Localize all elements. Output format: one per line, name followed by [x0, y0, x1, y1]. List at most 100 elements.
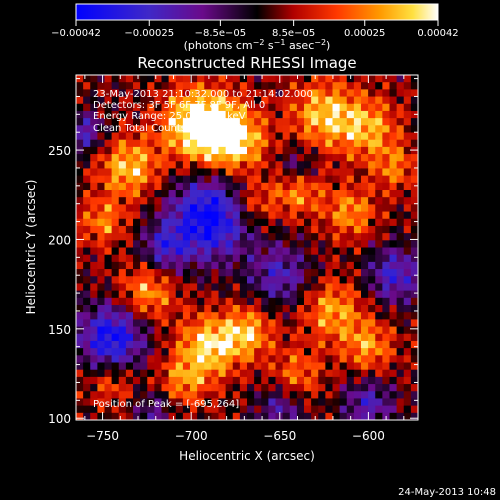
heatmap-cell	[225, 204, 234, 212]
heatmap-cell	[182, 355, 191, 363]
heatmap-cell	[190, 233, 198, 241]
heatmap-cell	[403, 290, 412, 299]
heatmap-cell	[76, 398, 84, 407]
heatmap-cell	[261, 139, 269, 148]
heatmap-cell	[410, 305, 418, 313]
heatmap-cell	[161, 161, 170, 169]
heatmap-cell	[261, 326, 269, 335]
heatmap-cell	[211, 125, 219, 133]
heatmap-cell	[175, 233, 184, 241]
heatmap-cell	[403, 297, 412, 306]
heatmap-cell	[296, 182, 305, 191]
heatmap-cell	[382, 326, 390, 335]
heatmap-cell	[368, 312, 376, 320]
heatmap-cell	[118, 204, 127, 212]
heatmap-cell	[296, 355, 305, 363]
heatmap-cell	[353, 225, 362, 234]
heatmap-cell	[76, 197, 84, 205]
heatmap-cell	[268, 340, 276, 349]
heatmap-cell	[161, 168, 170, 177]
heatmap-cell	[232, 211, 241, 220]
heatmap-cell	[211, 175, 219, 184]
heatmap-cell	[254, 340, 262, 349]
heatmap-cell	[261, 75, 269, 83]
heatmap-cell	[218, 340, 227, 349]
heatmap-cell	[382, 233, 390, 241]
heatmap-cell	[232, 391, 241, 399]
heatmap-cell	[168, 312, 177, 320]
heatmap-cell	[268, 125, 276, 133]
heatmap-cell	[261, 305, 269, 313]
heatmap-cell	[125, 118, 134, 126]
heatmap-cell	[204, 398, 212, 407]
heatmap-cell	[239, 154, 248, 162]
heatmap-cell	[104, 233, 113, 241]
heatmap-cell	[175, 204, 184, 212]
heatmap-cell	[225, 233, 234, 241]
heatmap-cell	[261, 110, 269, 119]
heatmap-cell	[361, 82, 369, 90]
heatmap-cell	[254, 398, 262, 407]
heatmap-cell	[140, 118, 148, 126]
heatmap-cell	[104, 211, 113, 220]
heatmap-cell	[140, 384, 148, 392]
heatmap-cell	[76, 333, 84, 342]
heatmap-cell	[225, 110, 234, 119]
heatmap-cell	[346, 132, 355, 141]
heatmap-cell	[133, 369, 141, 378]
heatmap-cell	[154, 211, 162, 220]
heatmap-cell	[382, 276, 390, 284]
heatmap-cell	[361, 348, 369, 356]
heatmap-cell	[190, 269, 198, 277]
heatmap-cell	[83, 412, 91, 420]
heatmap-cell	[154, 197, 162, 205]
heatmap-cell	[90, 182, 98, 191]
heatmap-cell	[247, 132, 255, 141]
heatmap-cell	[140, 348, 148, 356]
heatmap-cell	[154, 369, 162, 378]
heatmap-cell	[311, 326, 319, 335]
heatmap-cell	[247, 355, 255, 363]
heatmap-cell	[232, 218, 241, 227]
heatmap-cell	[396, 283, 405, 292]
heatmap-cell	[168, 96, 177, 105]
heatmap-cell	[268, 211, 276, 220]
heatmap-cell	[133, 118, 141, 126]
heatmap-cell	[289, 412, 298, 420]
heatmap-cell	[190, 398, 198, 407]
heatmap-cell	[382, 240, 390, 248]
heatmap-cell	[247, 261, 255, 270]
heatmap-cell	[197, 290, 205, 299]
heatmap-cell	[361, 110, 369, 119]
heatmap-cell	[190, 168, 198, 177]
heatmap-cell	[382, 319, 390, 327]
heatmap-cell	[161, 362, 170, 371]
heatmap-cell	[368, 197, 376, 205]
heatmap-cell	[197, 283, 205, 292]
heatmap-cell	[361, 197, 369, 205]
heatmap-cell	[83, 305, 91, 313]
heatmap-cell	[361, 125, 369, 133]
heatmap-cell	[275, 333, 284, 342]
heatmap-cell	[332, 154, 341, 162]
heatmap-cell	[111, 197, 120, 205]
heatmap-cell	[118, 405, 127, 414]
heatmap-cell	[118, 312, 127, 320]
heatmap-cell	[275, 254, 284, 263]
heatmap-cell	[254, 376, 262, 385]
heatmap-cell	[254, 333, 262, 342]
heatmap-cell	[147, 132, 155, 141]
heatmap-cell	[289, 75, 298, 83]
heatmap-cell	[353, 103, 362, 112]
colorbar-tick-label: −0.00025	[124, 28, 174, 39]
heatmap-cell	[346, 190, 355, 198]
heatmap-cell	[118, 412, 127, 420]
heatmap-cell	[111, 175, 120, 184]
heatmap-cell	[254, 168, 262, 177]
y-tick-label: 100	[48, 412, 71, 426]
heatmap-cell	[147, 247, 155, 256]
heatmap-cell	[403, 283, 412, 292]
heatmap-cell	[154, 118, 162, 126]
heatmap-cell	[332, 125, 341, 133]
heatmap-cell	[304, 96, 312, 105]
